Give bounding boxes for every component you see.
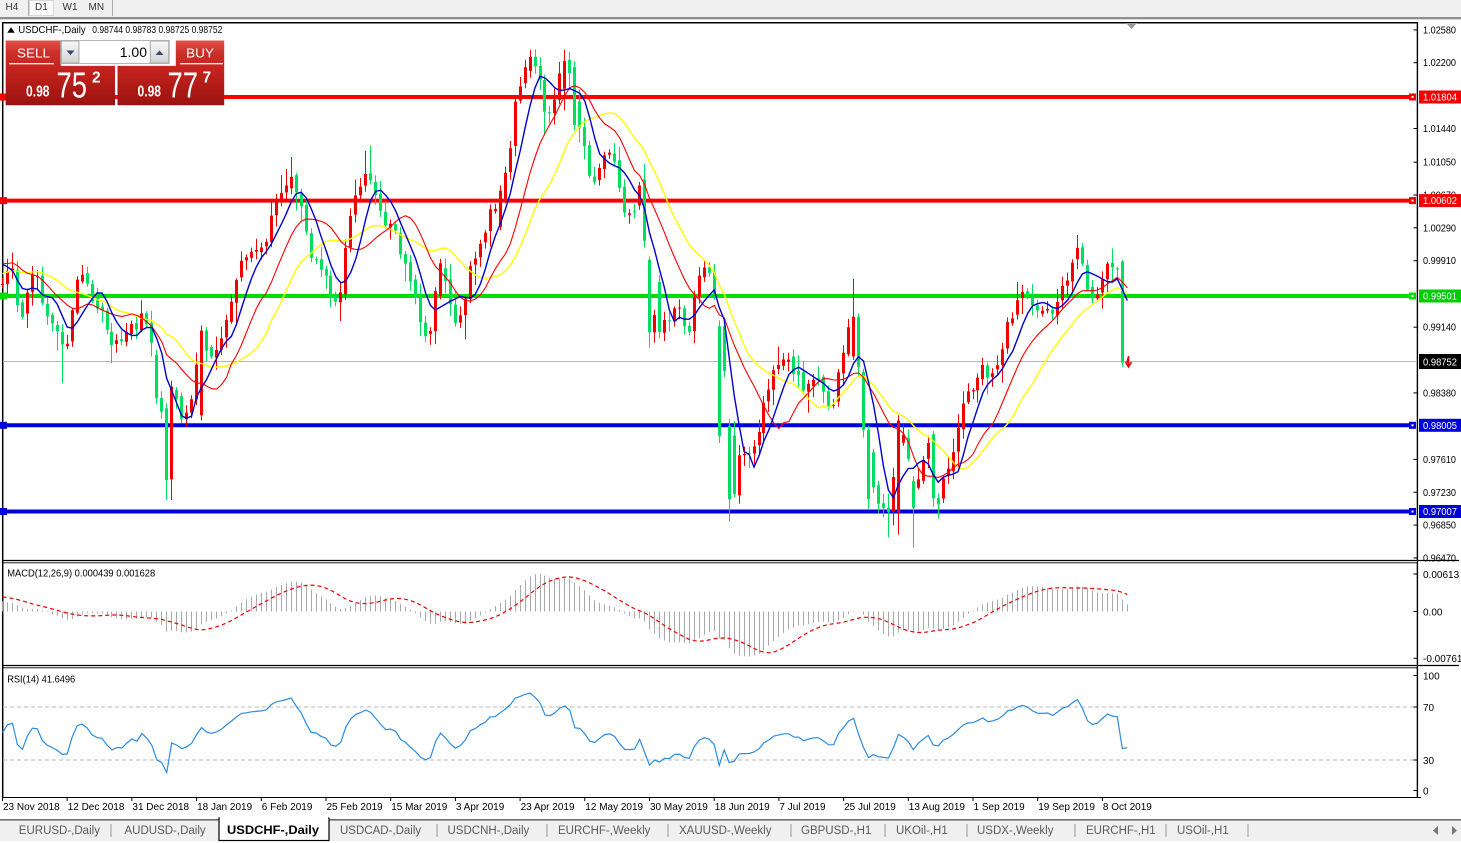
svg-text:7: 7 — [203, 70, 212, 87]
svg-text:70: 70 — [1423, 703, 1435, 714]
svg-text:1.02200: 1.02200 — [1423, 58, 1456, 69]
svg-text:-0.00761: -0.00761 — [1423, 654, 1461, 665]
svg-text:15 Mar 2019: 15 Mar 2019 — [391, 802, 448, 813]
svg-text:0.97007: 0.97007 — [1423, 507, 1457, 518]
svg-text:MN: MN — [89, 2, 105, 13]
svg-text:EURCHF-,Weekly: EURCHF-,Weekly — [558, 825, 651, 837]
svg-text:0.96850: 0.96850 — [1423, 521, 1456, 532]
svg-text:USDCHF-,Daily: USDCHF-,Daily — [18, 24, 86, 36]
svg-text:D1: D1 — [35, 2, 48, 13]
svg-text:23 Apr 2019: 23 Apr 2019 — [521, 802, 575, 813]
svg-text:USDX-,Weekly: USDX-,Weekly — [977, 825, 1054, 837]
svg-text:0.98744 0.98783 0.98725 0.9875: 0.98744 0.98783 0.98725 0.98752 — [92, 24, 222, 36]
svg-text:MACD(12,26,9) 0.000439 0.00162: MACD(12,26,9) 0.000439 0.001628 — [7, 569, 155, 580]
svg-text:18 Jun 2019: 18 Jun 2019 — [715, 802, 770, 813]
svg-text:23 Nov 2018: 23 Nov 2018 — [3, 802, 60, 813]
svg-text:0.00613: 0.00613 — [1423, 570, 1460, 581]
svg-text:0.98752: 0.98752 — [1423, 358, 1457, 369]
svg-text:USDCHF-,Daily: USDCHF-,Daily — [227, 823, 319, 837]
svg-text:19 Sep 2019: 19 Sep 2019 — [1038, 802, 1095, 813]
svg-text:18 Jan 2019: 18 Jan 2019 — [197, 802, 252, 813]
svg-text:30: 30 — [1423, 756, 1435, 767]
svg-text:AUDUSD-,Daily: AUDUSD-,Daily — [125, 825, 206, 837]
svg-text:GBPUSD-,H1: GBPUSD-,H1 — [801, 825, 871, 837]
svg-text:USDCNH-,Daily: USDCNH-,Daily — [448, 825, 530, 837]
svg-text:1.00: 1.00 — [120, 44, 147, 60]
svg-text:0.98: 0.98 — [26, 84, 50, 101]
svg-text:H4: H4 — [6, 2, 19, 13]
svg-text:0.98: 0.98 — [138, 84, 162, 101]
svg-text:USOil-,H1: USOil-,H1 — [1177, 825, 1229, 837]
svg-text:13 Aug 2019: 13 Aug 2019 — [909, 802, 966, 813]
svg-text:30 May 2019: 30 May 2019 — [650, 802, 708, 813]
svg-text:12 May 2019: 12 May 2019 — [585, 802, 643, 813]
svg-text:W1: W1 — [63, 2, 78, 13]
svg-text:BUY: BUY — [186, 46, 214, 61]
svg-text:12 Dec 2018: 12 Dec 2018 — [68, 802, 125, 813]
svg-text:0.98005: 0.98005 — [1423, 421, 1457, 432]
svg-text:0.97610: 0.97610 — [1423, 455, 1456, 466]
svg-text:25 Feb 2019: 25 Feb 2019 — [327, 802, 384, 813]
svg-text:0: 0 — [1423, 787, 1429, 798]
svg-text:1.01804: 1.01804 — [1423, 93, 1457, 104]
svg-text:EURCHF-,H1: EURCHF-,H1 — [1086, 825, 1156, 837]
svg-text:1.02580: 1.02580 — [1423, 25, 1456, 36]
svg-text:0.99140: 0.99140 — [1423, 323, 1456, 334]
svg-text:XAUUSD-,Weekly: XAUUSD-,Weekly — [679, 825, 772, 837]
svg-text:0.98380: 0.98380 — [1423, 388, 1456, 399]
svg-text:0.96470: 0.96470 — [1423, 553, 1456, 564]
svg-text:3 Apr 2019: 3 Apr 2019 — [456, 802, 505, 813]
svg-text:RSI(14) 41.6496: RSI(14) 41.6496 — [7, 675, 75, 686]
svg-text:75: 75 — [57, 65, 88, 106]
svg-text:2: 2 — [92, 70, 101, 87]
svg-text:0.99910: 0.99910 — [1423, 256, 1456, 267]
svg-text:6 Feb 2019: 6 Feb 2019 — [262, 802, 313, 813]
svg-text:0.00: 0.00 — [1423, 608, 1443, 619]
svg-text:8 Oct 2019: 8 Oct 2019 — [1103, 802, 1152, 813]
svg-text:UKOil-,H1: UKOil-,H1 — [896, 825, 948, 837]
svg-text:EURUSD-,Daily: EURUSD-,Daily — [19, 825, 100, 837]
svg-text:0.99501: 0.99501 — [1423, 292, 1457, 303]
svg-text:1 Sep 2019: 1 Sep 2019 — [974, 802, 1026, 813]
svg-text:0.97230: 0.97230 — [1423, 488, 1456, 499]
svg-text:1.00290: 1.00290 — [1423, 223, 1456, 234]
svg-text:1.01440: 1.01440 — [1423, 124, 1456, 135]
svg-text:7 Jul 2019: 7 Jul 2019 — [779, 802, 826, 813]
svg-text:100: 100 — [1423, 672, 1440, 683]
svg-text:1.00602: 1.00602 — [1423, 196, 1457, 207]
svg-text:USDCAD-,Daily: USDCAD-,Daily — [340, 825, 421, 837]
svg-text:77: 77 — [168, 65, 199, 106]
svg-text:SELL: SELL — [17, 46, 50, 61]
svg-text:25 Jul 2019: 25 Jul 2019 — [844, 802, 896, 813]
svg-text:1.01050: 1.01050 — [1423, 158, 1456, 169]
svg-text:31 Dec 2018: 31 Dec 2018 — [132, 802, 189, 813]
